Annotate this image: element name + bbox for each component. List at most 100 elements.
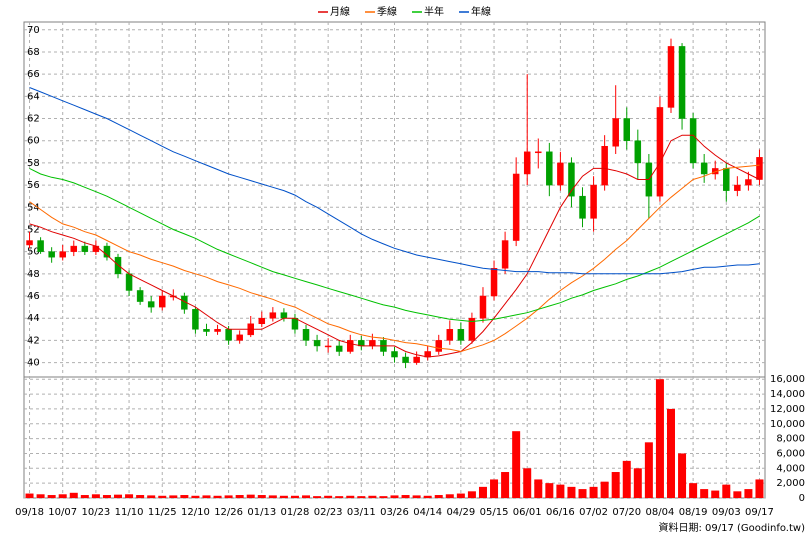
volume-bar [412, 495, 421, 498]
volume-bar [302, 495, 311, 498]
volume-bar [357, 496, 366, 498]
candle-body [214, 329, 221, 332]
candle-body [557, 162, 564, 186]
volume-bar [556, 484, 565, 498]
candle-body [579, 195, 586, 219]
x-tick-label: 07/02 [579, 507, 608, 518]
candle-body [402, 356, 409, 363]
x-tick-label: 08/19 [679, 507, 708, 518]
y-tick-label: 66 [27, 69, 40, 80]
volume-bar [91, 494, 100, 498]
volume-bar [401, 495, 410, 498]
volume-bar [224, 495, 233, 498]
y-tick-label: 70 [27, 25, 40, 36]
ma-line [29, 87, 760, 275]
volume-bar [611, 472, 620, 498]
candle-body [92, 245, 100, 252]
candle-body [623, 118, 631, 141]
candle-body [756, 157, 763, 180]
y-tick-label: 42 [27, 335, 40, 346]
candle-body [468, 317, 476, 341]
candle-body [512, 173, 520, 241]
volume-bar [368, 495, 377, 498]
candle-body [612, 118, 619, 147]
volume-bar [733, 491, 742, 498]
candle-body [634, 140, 642, 164]
y-tick-label: 50 [27, 247, 40, 258]
candle-body [656, 107, 664, 197]
volume-bar [47, 495, 56, 498]
volume-bar [512, 431, 521, 498]
candle-body [335, 345, 343, 352]
y-tick-label: 44 [27, 313, 40, 324]
y-tick-label: 46 [27, 291, 40, 302]
y-tick-label: 16,000 [770, 374, 805, 385]
volume-bar [744, 489, 753, 498]
volume-bar [191, 495, 200, 498]
x-tick-label: 03/26 [380, 507, 409, 518]
candle-body [324, 345, 332, 348]
candle-body [125, 273, 133, 291]
volume-bar [711, 490, 720, 498]
volume-bar [257, 495, 266, 498]
volume-bar [390, 495, 399, 498]
candle-body [37, 240, 44, 252]
candle-body [535, 151, 542, 154]
y-tick-label: 6,000 [776, 448, 805, 459]
volume-bar [25, 493, 34, 498]
candle-body [280, 312, 288, 319]
volume-bar [700, 489, 709, 498]
y-tick-label: 54 [27, 202, 40, 213]
x-tick-label: 09/03 [712, 507, 741, 518]
candle-body [225, 329, 232, 341]
x-tick-label: 01/13 [247, 507, 276, 518]
candle-body [70, 245, 78, 252]
volume-bar [434, 495, 443, 498]
candle-body [158, 295, 166, 308]
volume-bar [567, 486, 576, 498]
volume-bar [180, 495, 189, 498]
volume-bar [722, 484, 731, 498]
volume-bar [202, 495, 211, 498]
candle-body [81, 245, 89, 252]
y-tick-label: 14,000 [770, 389, 805, 400]
volume-bar [279, 495, 288, 498]
volume-bar [125, 494, 134, 498]
y-tick-label: 2,000 [776, 478, 805, 489]
y-tick-label: 64 [27, 91, 40, 102]
volume-bar [755, 479, 764, 498]
candle-body [678, 46, 686, 119]
candle-body [479, 295, 487, 319]
y-tick-label: 56 [27, 180, 40, 191]
y-tick-label: 68 [27, 47, 40, 58]
candle-body [490, 268, 498, 297]
candle-body [501, 240, 509, 269]
candle-body [269, 312, 277, 319]
candle-body [236, 334, 243, 341]
volume-bar [622, 460, 631, 498]
volume-bar [235, 495, 244, 498]
x-tick-label: 10/07 [48, 507, 77, 518]
candle-body [413, 356, 420, 363]
y-tick-label: 12,000 [770, 404, 805, 415]
volume-bar [523, 468, 532, 498]
candle-body [26, 240, 33, 246]
x-tick-label: 03/11 [347, 507, 376, 518]
volume-bar [313, 496, 322, 498]
volume-bar [534, 479, 543, 498]
volume-bar [445, 494, 454, 498]
x-tick-label: 11/25 [148, 507, 177, 518]
volume-bar [456, 493, 465, 498]
x-tick-label: 11/10 [115, 507, 144, 518]
volume-bar [545, 483, 554, 498]
candle-body [347, 340, 354, 352]
volume-bar [136, 495, 145, 498]
volume-bar [501, 472, 510, 498]
candle-body [192, 309, 199, 330]
candle-body [103, 245, 111, 258]
volume-bar [589, 486, 598, 498]
candle-body [457, 329, 465, 341]
volume-bar [423, 495, 432, 498]
candle-body [689, 118, 697, 164]
